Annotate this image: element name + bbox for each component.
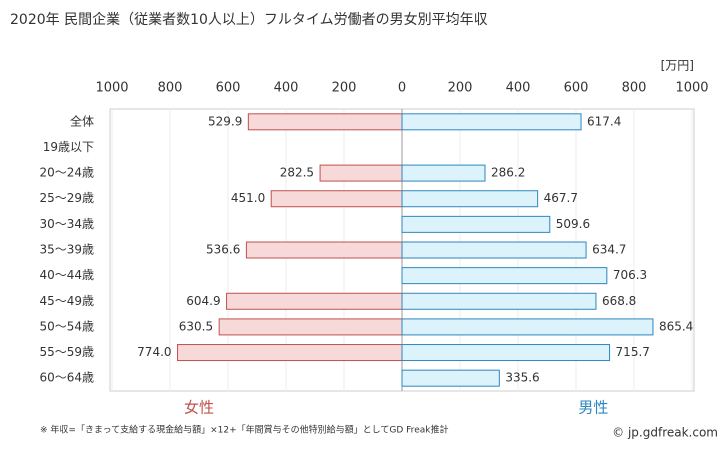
y-tick-label: 35〜39歳 <box>39 243 94 257</box>
credit: © jp.gdfreak.com <box>612 426 718 440</box>
value-label: 865.4 <box>659 319 693 333</box>
value-label: 335.6 <box>505 371 539 385</box>
y-tick-label: 55〜59歳 <box>39 345 94 359</box>
bar <box>401 190 539 208</box>
y-tick-label: 45〜49歳 <box>39 294 94 308</box>
x-tick-label: 200 <box>332 81 357 96</box>
value-label: 467.7 <box>544 191 578 205</box>
value-label: 451.0 <box>231 191 265 205</box>
bar <box>226 292 403 310</box>
x-tick-label: 0 <box>398 81 406 96</box>
bar <box>270 190 403 208</box>
value-label: 536.6 <box>206 243 240 257</box>
bar <box>401 318 654 336</box>
value-label: 706.3 <box>613 268 647 282</box>
legend-label: 男性 <box>578 399 608 417</box>
x-tick-label: 800 <box>158 81 183 96</box>
y-tick-label: 40〜44歳 <box>39 268 94 282</box>
y-tick-label: 30〜34歳 <box>39 217 94 231</box>
bar <box>177 344 403 362</box>
bar <box>401 241 587 259</box>
chart-title: 2020年 民間企業（従業者数10人以上）フルタイム労働者の男女別平均年収 <box>10 11 488 28</box>
y-tick-label: 19歳以下 <box>43 140 94 154</box>
bar <box>401 369 500 387</box>
x-tick-label: 600 <box>216 81 241 96</box>
value-label: 529.9 <box>208 114 242 128</box>
value-label: 668.8 <box>602 294 636 308</box>
value-label: 509.6 <box>556 217 590 231</box>
y-tick-label: 60〜64歳 <box>39 371 94 385</box>
value-label: 617.4 <box>587 114 621 128</box>
y-tick-label: 20〜24歳 <box>39 166 94 180</box>
x-tick-label: 1000 <box>95 81 128 96</box>
value-label: 774.0 <box>137 345 171 359</box>
bar <box>319 164 403 182</box>
x-tick-label: 200 <box>448 81 473 96</box>
y-tick-label: 50〜54歳 <box>39 319 94 333</box>
value-label: 634.7 <box>592 243 626 257</box>
x-tick-label: 800 <box>622 81 647 96</box>
bar <box>401 267 608 285</box>
value-label: 604.9 <box>186 294 220 308</box>
bar <box>401 215 551 233</box>
y-tick-label: 全体 <box>70 113 94 128</box>
value-label: 282.5 <box>280 166 314 180</box>
footnote: ※ 年収=「きまって支給する現金給与額」×12+「年間賞与その他特別給与額」とし… <box>40 424 448 436</box>
value-label: 715.7 <box>616 345 650 359</box>
y-tick-label: 25〜29歳 <box>39 191 94 205</box>
value-label: 286.2 <box>491 166 525 180</box>
bar <box>218 318 403 336</box>
bar <box>247 113 403 131</box>
x-tick-label: 1000 <box>675 81 708 96</box>
x-tick-label: 600 <box>564 81 589 96</box>
bar <box>401 292 597 310</box>
x-tick-label: 400 <box>506 81 531 96</box>
value-label: 630.5 <box>179 319 213 333</box>
unit-label: [万円] <box>661 59 694 73</box>
legend-label: 女性 <box>184 399 214 417</box>
x-tick-label: 400 <box>274 81 299 96</box>
bar <box>401 164 486 182</box>
bar <box>401 113 582 131</box>
bar <box>245 241 403 259</box>
bar <box>401 344 611 362</box>
